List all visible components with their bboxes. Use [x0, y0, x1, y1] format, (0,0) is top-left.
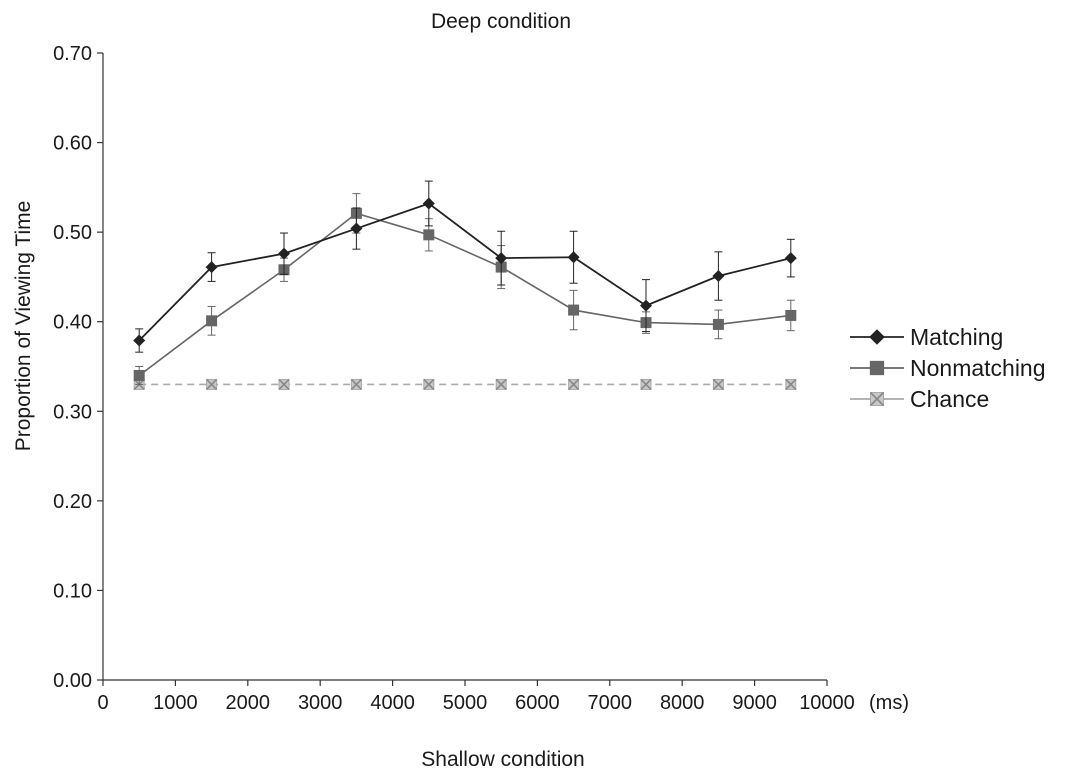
x-tick-label: 3000 — [298, 692, 343, 714]
data-point-matching — [205, 261, 218, 274]
y-tick-label: 0.00 — [53, 670, 92, 692]
marker-cross-b — [640, 378, 652, 390]
data-point-nonmatching — [568, 304, 580, 316]
data-point-nonmatching — [206, 315, 218, 327]
x-tick-label: 1000 — [153, 692, 198, 714]
legend-item-nonmatching: Nonmatching — [850, 355, 1046, 381]
x-tick-label: 10000 — [799, 692, 855, 714]
axes: 0.00 0.10 0.20 0.30 0.40 0.50 0.60 0.70 0 1000 200… — [53, 43, 855, 714]
y-tick-label: 0.40 — [53, 312, 92, 334]
legend-item-chance: Chance — [850, 386, 989, 412]
y-tick-label: 0.20 — [53, 491, 92, 513]
x-axis-title: Shallow condition — [421, 748, 584, 771]
x-tick-label: 6000 — [515, 692, 560, 714]
data-point-matching — [495, 252, 508, 265]
series-line-nonmatching — [138, 212, 791, 377]
x-axis-unit: (ms) — [869, 692, 909, 714]
data-point-chance — [640, 378, 652, 390]
data-point-matching — [784, 252, 797, 265]
data-point-chance — [206, 378, 218, 390]
data-point-nonmatching — [712, 318, 724, 330]
legend-label: Nonmatching — [910, 355, 1046, 381]
data-point-chance — [278, 378, 290, 390]
x-tick-label: 8000 — [660, 692, 705, 714]
legend-label: Matching — [910, 324, 1003, 350]
plot-area — [133, 180, 797, 390]
y-tick-label: 0.10 — [53, 580, 92, 602]
data-point-chance — [568, 378, 580, 390]
marker-cross-b — [869, 391, 885, 407]
y-axis-title: Proportion of Viewing Time — [12, 201, 35, 452]
y-tick-label: 0.50 — [53, 222, 92, 244]
marker-cross-b — [278, 378, 290, 390]
data-point-matching — [133, 334, 146, 347]
marker-cross-b — [206, 378, 218, 390]
data-point-chance — [785, 378, 797, 390]
series-matching — [133, 180, 797, 353]
x-tick-label: 0 — [97, 692, 108, 714]
data-point-chance — [423, 378, 435, 390]
x-tick-label: 7000 — [588, 692, 633, 714]
marker-cross-b — [712, 378, 724, 390]
data-point-matching — [422, 197, 435, 210]
data-point-matching — [567, 251, 580, 264]
chart-title: Deep condition — [431, 10, 571, 33]
legend-swatch-marker — [869, 360, 885, 376]
y-tick-label: 0.70 — [53, 43, 92, 65]
data-point-matching — [278, 247, 290, 260]
legend-swatch-marker — [869, 329, 885, 345]
data-point-matching — [350, 222, 363, 235]
marker-cross-b — [785, 378, 797, 390]
marker-cross-b — [350, 378, 362, 390]
series-chance — [133, 378, 797, 390]
data-point-nonmatching — [785, 309, 797, 321]
data-point-matching — [640, 299, 652, 312]
data-point-nonmatching — [133, 369, 145, 381]
x-tick-label: 4000 — [370, 692, 415, 714]
y-tick-label: 0.30 — [53, 401, 92, 423]
legend: Matching Nonmatching Chance — [850, 324, 1046, 412]
data-point-nonmatching — [423, 229, 435, 241]
series-line-matching — [138, 202, 792, 342]
x-tick-label: 2000 — [226, 692, 271, 714]
data-point-chance — [712, 378, 724, 390]
y-tick-label: 0.60 — [53, 133, 92, 155]
marker-cross-b — [568, 378, 580, 390]
x-tick-label: 9000 — [732, 692, 777, 714]
data-point-chance — [495, 378, 507, 390]
marker-cross-b — [495, 378, 507, 390]
legend-item-matching: Matching — [850, 324, 1003, 350]
data-point-chance — [350, 378, 362, 390]
series-nonmatching — [133, 193, 797, 385]
data-point-matching — [712, 270, 725, 283]
legend-label: Chance — [910, 386, 989, 412]
x-tick-label: 5000 — [443, 692, 488, 714]
legend-swatch-marker — [869, 391, 885, 407]
marker-cross-b — [423, 378, 435, 390]
